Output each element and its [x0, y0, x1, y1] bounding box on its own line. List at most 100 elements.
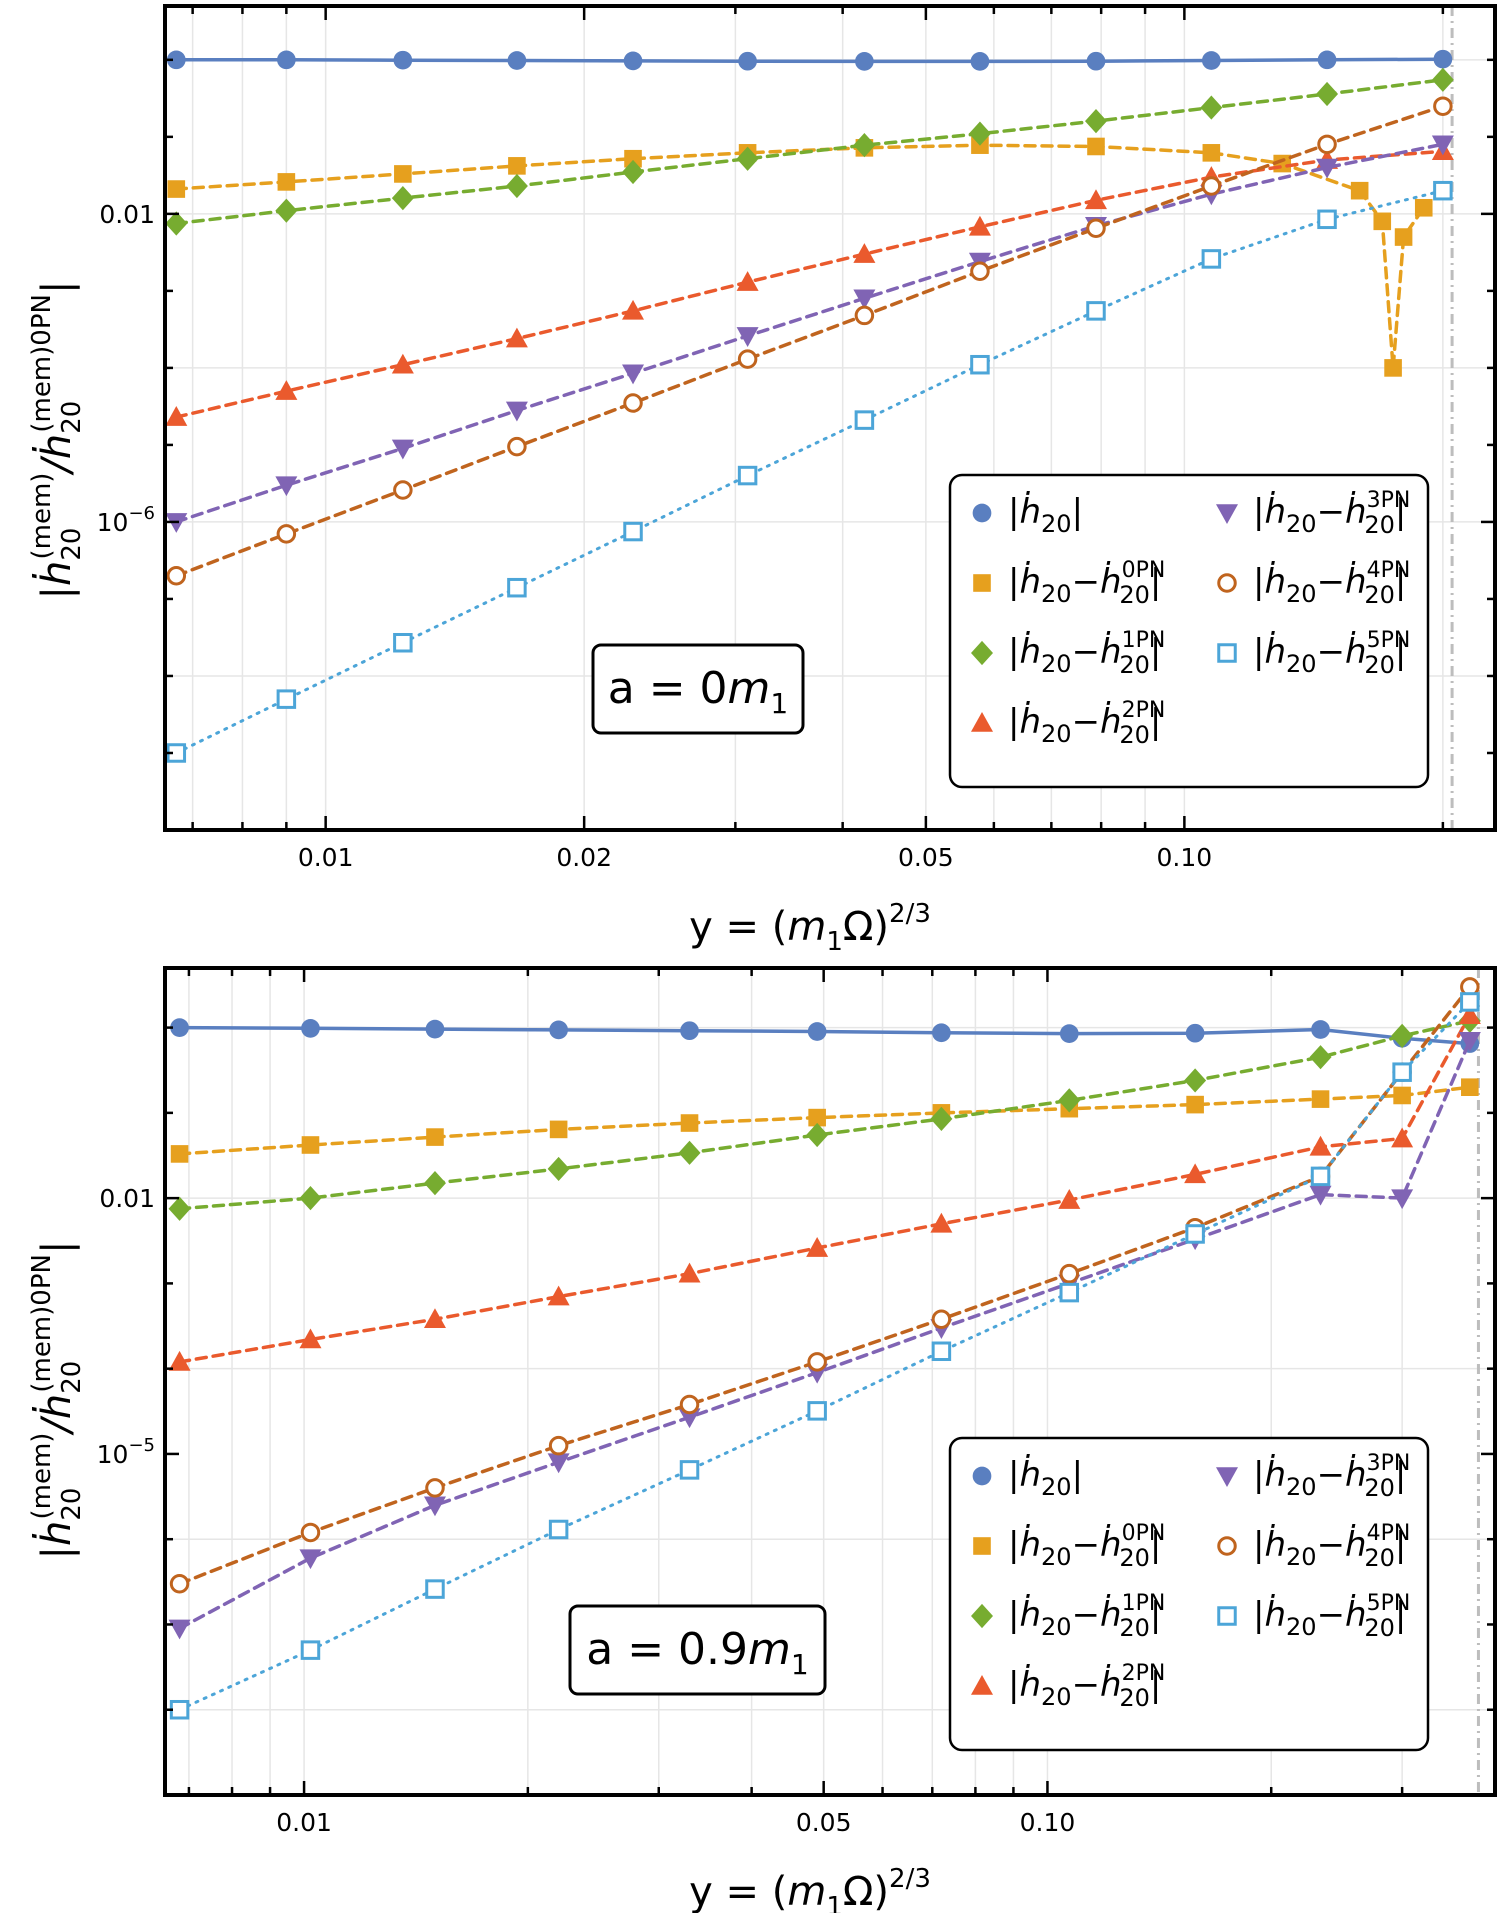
data-point-s4-11: [1458, 1032, 1481, 1052]
data-point-s1-2: [394, 165, 412, 183]
series-line-2: [177, 1019, 1472, 1211]
data-point-s5-1: [276, 524, 297, 544]
legend-marker-4: [1216, 1467, 1238, 1487]
data-point-s1-13: [1384, 359, 1402, 377]
plot-frame: [163, 4, 1497, 832]
data-point-s0-9: [1201, 51, 1221, 70]
series-line-4: [177, 1039, 1472, 1631]
data-point-s3-10: [1391, 1127, 1414, 1148]
data-point-s5-7: [970, 261, 990, 281]
ticks: [165, 6, 1495, 832]
spin-annotation: a = 0.9m1: [586, 1624, 808, 1681]
data-point-s1-4: [680, 1114, 699, 1132]
series-line-3: [174, 149, 1445, 419]
x-tick-label: 0.05: [796, 1808, 852, 1837]
data-point-s4-11: [1431, 135, 1454, 156]
data-point-s2-4: [678, 1140, 701, 1165]
data-point-s2-1: [299, 1186, 322, 1211]
data-point-s4-1: [299, 1549, 322, 1570]
series-line-6: [178, 1000, 1472, 1712]
legend-label-2: |ḣ20−ḣ1PN 20|: [1008, 628, 1165, 679]
data-point-s2-2: [423, 1171, 446, 1196]
data-point-s2-11: [1431, 67, 1454, 92]
data-point-s2-6: [930, 1106, 953, 1131]
data-point-s3-8: [1184, 1163, 1207, 1184]
data-point-s1-3: [549, 1120, 568, 1139]
data-point-s2-6: [853, 133, 876, 158]
y-tick-label: 10−5: [97, 1435, 155, 1469]
data-point-s1-0: [167, 180, 186, 198]
legend-label-4: |ḣ20−ḣ3PN 20|: [1253, 488, 1410, 539]
data-point-s6-0: [169, 1699, 190, 1720]
data-point-s6-1: [300, 1640, 321, 1660]
data-point-s2-5: [736, 146, 759, 171]
x-axis-label: y = (m1Ω)2/3: [689, 1864, 931, 1913]
data-point-s1-11: [1461, 1078, 1479, 1096]
data-point-s3-5: [806, 1237, 829, 1257]
data-point-s4-2: [391, 439, 414, 460]
data-point-s1-15: [1414, 198, 1433, 217]
data-point-s1-12: [1373, 212, 1392, 231]
data-point-s0-5: [807, 1022, 827, 1041]
series-line-5: [174, 104, 1445, 578]
data-point-s3-8: [1084, 189, 1107, 210]
legend-marker-0: [972, 503, 992, 523]
x-axis-label: y = (m1Ω)2/3: [689, 899, 931, 957]
data-point-s5-4: [679, 1394, 700, 1415]
data-point-s0-3: [549, 1020, 568, 1040]
legend-marker-1: [973, 574, 991, 592]
data-point-s2-0: [165, 211, 188, 236]
data-point-s6-8: [1086, 301, 1106, 321]
data-point-s6-8: [1185, 1224, 1205, 1244]
data-point-s0-2: [425, 1019, 445, 1039]
data-point-s5-0: [169, 1574, 190, 1594]
legend-marker-3: [971, 712, 993, 732]
data-point-s5-3: [548, 1435, 569, 1456]
legend: |ḣ20| |ḣ20−ḣ0PN 20| |ḣ20−ḣ1PN 20| |ḣ20−ḣ2PN 20…: [948, 1436, 1430, 1752]
data-point-s0-0: [170, 1018, 189, 1037]
y-axis-label: |ḣ20(mem)/ḣ20(mem)0PN|: [27, 281, 87, 600]
data-point-s6-11: [1433, 180, 1453, 201]
series-group: [168, 977, 1481, 1720]
data-point-s6-2: [393, 632, 413, 653]
data-point-s2-2: [391, 186, 414, 211]
series-line-5: [177, 985, 1472, 1586]
data-point-s2-10: [1391, 1023, 1414, 1048]
data-point-s5-1: [300, 1522, 321, 1543]
data-point-s6-7: [970, 354, 990, 375]
data-point-s1-8: [1186, 1095, 1204, 1114]
data-point-s4-4: [622, 364, 645, 385]
data-point-s1-9: [1311, 1090, 1330, 1108]
legend-box: [948, 1436, 1430, 1752]
data-point-s0-2: [393, 50, 413, 70]
data-point-s5-6: [931, 1309, 952, 1329]
data-point-s2-0: [168, 1196, 191, 1221]
x-tick-label: 0.10: [1020, 1808, 1076, 1837]
legend-label-5: |ḣ20−ḣ4PN 20|: [1253, 558, 1410, 609]
data-point-s4-3: [547, 1453, 570, 1474]
data-point-s6-2: [425, 1579, 445, 1599]
series-line-1: [174, 143, 1426, 369]
ticks: [165, 968, 1497, 1797]
data-point-s4-4: [678, 1408, 701, 1429]
y-axis-label: |ḣ20(mem)/ḣ20(mem)0PN|: [27, 1241, 87, 1560]
data-point-s1-14: [1394, 228, 1413, 246]
data-point-s1-4: [624, 149, 642, 168]
data-point-s5-5: [807, 1352, 827, 1372]
data-point-s3-1: [299, 1328, 322, 1349]
series-line-2: [174, 78, 1445, 226]
data-point-s3-4: [622, 299, 645, 320]
data-point-s3-7: [1058, 1189, 1081, 1209]
data-point-s5-6: [854, 305, 875, 326]
data-point-s4-9: [1309, 1185, 1332, 1206]
data-point-s6-10: [1317, 209, 1337, 230]
data-point-s4-3: [505, 401, 528, 422]
legend-marker-6: [1217, 643, 1237, 663]
x-tick-label: 0.10: [1157, 843, 1213, 872]
data-point-s3-3: [505, 327, 528, 348]
data-point-s5-9: [1201, 176, 1222, 196]
legend-label-1: |ḣ20−ḣ0PN 20|: [1008, 1521, 1165, 1572]
data-point-s1-3: [508, 157, 526, 175]
data-point-s2-8: [1084, 109, 1107, 134]
